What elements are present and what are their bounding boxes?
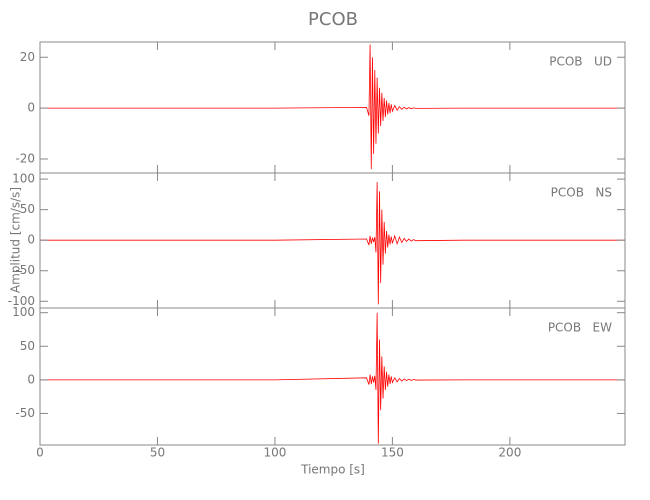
x-tick-label: 50 <box>150 446 165 460</box>
y-tick-label: -20 <box>15 152 35 166</box>
panel-label: PCOB NS <box>551 186 612 200</box>
x-tick-label: 0 <box>36 446 44 460</box>
y-tick-label: -100 <box>8 294 35 308</box>
panel-label: PCOB UD <box>549 55 612 69</box>
panel-frame <box>39 307 626 446</box>
y-tick-label: 0 <box>27 233 35 247</box>
y-tick-label: 50 <box>20 339 35 353</box>
x-tick-label: 150 <box>381 446 404 460</box>
waveform <box>40 312 625 444</box>
x-tick-label: 100 <box>263 446 286 460</box>
waveform <box>40 44 625 170</box>
panel-label: PCOB EW <box>548 321 612 335</box>
chart-title: PCOB <box>308 9 358 30</box>
waveform <box>40 182 625 305</box>
y-tick-label: 100 <box>12 305 35 319</box>
y-axis-label: Amplitud [cm/s/s] <box>9 187 23 293</box>
x-tick-label: 200 <box>498 446 521 460</box>
x-axis-label: Tiempo [s] <box>300 463 365 477</box>
y-tick-label: 0 <box>27 372 35 386</box>
y-tick-label: -50 <box>15 263 35 277</box>
y-tick-label: 100 <box>12 172 35 186</box>
y-tick-label: 20 <box>20 50 35 64</box>
y-tick-label: 50 <box>20 202 35 216</box>
y-tick-label: -50 <box>15 406 35 420</box>
y-tick-label: 0 <box>27 101 35 115</box>
